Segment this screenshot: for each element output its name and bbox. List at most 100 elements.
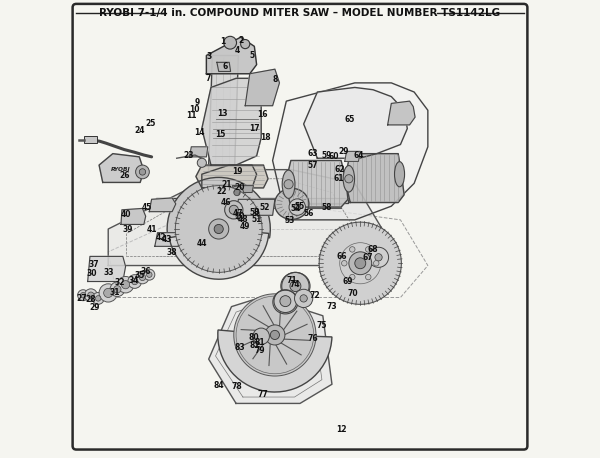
Polygon shape	[272, 83, 428, 220]
Text: 61: 61	[334, 174, 344, 183]
Circle shape	[289, 199, 305, 215]
Text: 77: 77	[257, 390, 268, 399]
Text: 1: 1	[220, 37, 225, 46]
Text: 30: 30	[87, 269, 97, 278]
Circle shape	[139, 169, 146, 175]
Circle shape	[136, 165, 149, 179]
Circle shape	[234, 189, 240, 196]
Polygon shape	[345, 154, 404, 202]
Circle shape	[110, 282, 125, 297]
Circle shape	[92, 293, 104, 304]
Text: 9: 9	[194, 98, 200, 108]
Text: 28: 28	[86, 295, 96, 304]
Polygon shape	[121, 208, 146, 224]
Ellipse shape	[343, 165, 355, 192]
Text: 69: 69	[343, 277, 353, 286]
Text: 34: 34	[128, 276, 139, 284]
Text: 6: 6	[222, 62, 227, 71]
Wedge shape	[218, 330, 332, 392]
Circle shape	[274, 290, 297, 312]
Text: 79: 79	[254, 345, 265, 354]
Polygon shape	[190, 147, 208, 157]
Circle shape	[128, 275, 142, 289]
Text: 52: 52	[259, 202, 269, 212]
Text: 15: 15	[215, 131, 225, 139]
Circle shape	[224, 36, 236, 49]
Polygon shape	[155, 233, 194, 246]
Circle shape	[234, 294, 316, 376]
Text: 24: 24	[134, 126, 145, 135]
Polygon shape	[108, 169, 382, 266]
Text: 12: 12	[336, 425, 346, 434]
Text: 4: 4	[235, 46, 239, 55]
Circle shape	[271, 330, 280, 339]
Text: 17: 17	[249, 124, 260, 133]
Text: 81: 81	[254, 338, 265, 347]
Text: 66: 66	[337, 252, 347, 261]
Circle shape	[118, 277, 134, 293]
Circle shape	[345, 174, 353, 183]
Text: 55: 55	[295, 202, 305, 211]
Text: 48: 48	[238, 215, 248, 224]
Circle shape	[139, 274, 146, 281]
Text: 83: 83	[235, 343, 245, 352]
Text: 68: 68	[368, 245, 379, 254]
Text: 54: 54	[290, 204, 301, 213]
Text: 35: 35	[134, 271, 145, 280]
Polygon shape	[236, 199, 275, 215]
Circle shape	[224, 201, 243, 219]
Text: 63: 63	[308, 149, 318, 158]
Text: 42: 42	[155, 233, 166, 242]
Circle shape	[146, 272, 152, 278]
Text: 37: 37	[88, 260, 99, 269]
Text: 46: 46	[221, 198, 231, 207]
Text: 19: 19	[232, 168, 242, 176]
Polygon shape	[88, 256, 125, 282]
Polygon shape	[345, 152, 360, 161]
Text: 50: 50	[249, 208, 260, 217]
Circle shape	[350, 247, 355, 252]
Ellipse shape	[395, 162, 404, 187]
Circle shape	[229, 205, 238, 214]
Circle shape	[319, 222, 401, 304]
Circle shape	[365, 247, 371, 252]
Text: 29: 29	[338, 147, 349, 156]
Text: 64: 64	[353, 152, 364, 160]
Text: 73: 73	[326, 302, 337, 311]
Circle shape	[253, 328, 269, 344]
Circle shape	[282, 273, 309, 300]
Text: 10: 10	[189, 105, 199, 114]
Circle shape	[284, 180, 293, 189]
Text: 70: 70	[347, 289, 358, 298]
Circle shape	[368, 247, 389, 267]
Text: 58: 58	[321, 202, 332, 212]
Text: 33: 33	[104, 268, 115, 277]
Circle shape	[88, 292, 94, 299]
Text: 31: 31	[110, 288, 121, 296]
Text: 41: 41	[146, 224, 157, 234]
Polygon shape	[196, 165, 268, 188]
Text: 38: 38	[167, 248, 178, 257]
Text: 7: 7	[206, 74, 211, 83]
Circle shape	[374, 261, 379, 266]
Text: 71: 71	[286, 276, 297, 284]
Text: 40: 40	[121, 210, 131, 219]
Circle shape	[80, 293, 86, 298]
Text: 16: 16	[257, 110, 268, 120]
Text: 13: 13	[217, 109, 227, 119]
Polygon shape	[232, 185, 253, 192]
Text: 47: 47	[233, 209, 244, 218]
Polygon shape	[99, 154, 144, 182]
Text: 25: 25	[145, 119, 155, 128]
Text: 67: 67	[362, 253, 373, 262]
Circle shape	[104, 289, 113, 298]
Circle shape	[99, 284, 118, 302]
Text: 23: 23	[183, 151, 193, 159]
Circle shape	[114, 286, 121, 293]
Text: 56: 56	[303, 208, 313, 218]
Text: 10: 10	[235, 212, 245, 221]
Polygon shape	[202, 165, 257, 188]
Polygon shape	[286, 160, 348, 207]
Text: 72: 72	[309, 291, 320, 300]
Text: 8: 8	[272, 75, 278, 84]
